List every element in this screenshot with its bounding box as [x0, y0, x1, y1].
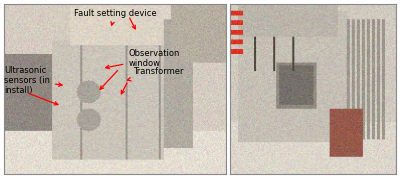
Text: Ultrasonic
sensors (in
install): Ultrasonic sensors (in install): [4, 66, 62, 95]
Text: Fault setting device: Fault setting device: [74, 9, 156, 25]
Text: Transformer: Transformer: [127, 67, 183, 81]
Text: Observation
window: Observation window: [106, 49, 180, 69]
